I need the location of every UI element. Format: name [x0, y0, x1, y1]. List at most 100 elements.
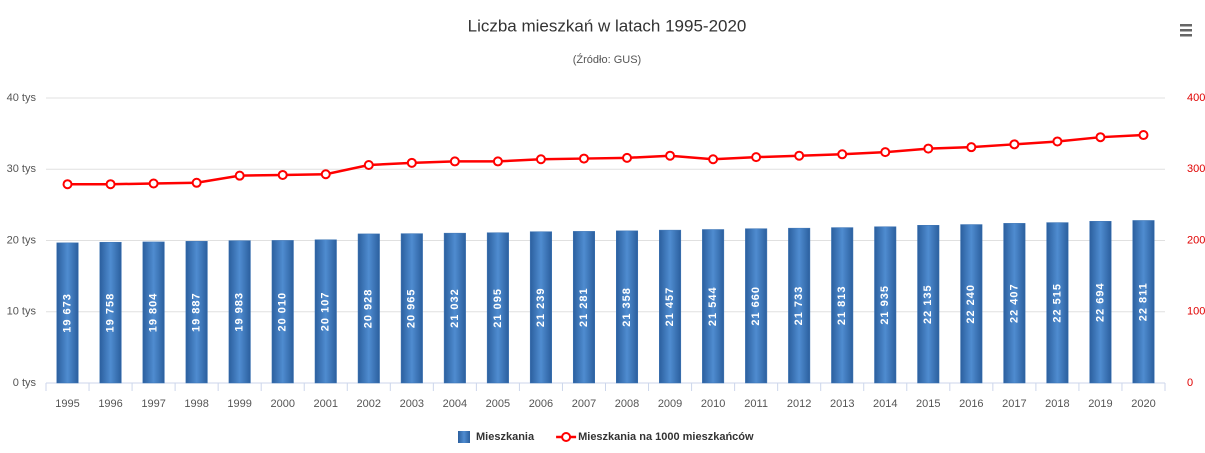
value-label: 20 107	[320, 292, 332, 332]
x-tick-label: 2015	[916, 398, 940, 410]
bar	[314, 239, 337, 384]
legend-marker	[561, 432, 572, 442]
point	[578, 153, 589, 164]
x-tick-label: 2009	[658, 398, 682, 410]
x-tick-label: 2004	[443, 398, 467, 410]
bar	[616, 230, 639, 384]
legend-label: Mieszkania	[476, 431, 535, 443]
y2-tick-label: 0	[1187, 377, 1193, 389]
value-label: 20 010	[277, 292, 289, 332]
value-label: 21 457	[664, 287, 676, 327]
x-tick-label: 1995	[55, 398, 79, 410]
value-label: 22 811	[1137, 282, 1149, 321]
bar	[1089, 221, 1112, 384]
x-tick-label: 2011	[744, 398, 768, 410]
bar	[659, 229, 682, 384]
point	[1095, 132, 1106, 143]
value-label: 20 965	[406, 288, 418, 328]
bar	[572, 231, 595, 384]
y-tick-label: 10 tys	[7, 306, 37, 318]
point	[622, 152, 633, 163]
value-label: 19 887	[191, 292, 203, 332]
value-label: 22 515	[1051, 283, 1063, 323]
point	[277, 169, 288, 180]
menu-button[interactable]	[1180, 24, 1192, 37]
point	[234, 170, 245, 181]
x-tick-label: 2018	[1045, 398, 1069, 410]
bar	[271, 240, 294, 384]
chart-subtitle: (Źródło: GUS)	[573, 53, 641, 66]
bar	[788, 227, 811, 384]
value-label: 21 095	[492, 288, 504, 328]
bar	[443, 232, 466, 384]
bar	[56, 242, 79, 384]
bar	[357, 233, 380, 384]
x-tick-label: 2000	[270, 398, 294, 410]
point	[62, 179, 73, 190]
bar	[185, 241, 208, 384]
point	[751, 152, 762, 163]
value-label: 19 983	[234, 292, 246, 332]
value-label: 21 935	[879, 285, 891, 325]
legend-label: Mieszkania na 1000 mieszkańców	[578, 431, 754, 443]
y2-tick-label: 400	[1187, 92, 1205, 104]
bar	[228, 240, 251, 384]
value-label: 22 135	[922, 284, 934, 324]
y-tick-label: 20 tys	[7, 234, 37, 246]
x-tick-label: 1999	[227, 398, 251, 410]
x-tick-label: 1997	[141, 398, 165, 410]
bar	[831, 227, 854, 384]
bar	[529, 231, 552, 384]
x-tick-label: 2008	[615, 398, 639, 410]
x-tick-label: 2013	[830, 398, 854, 410]
y-tick-label: 40 tys	[7, 92, 37, 104]
x-tick-label: 2003	[400, 398, 424, 410]
point	[1009, 139, 1020, 150]
x-tick-label: 1998	[184, 398, 208, 410]
value-label: 22 240	[965, 284, 977, 324]
value-label: 21 660	[750, 286, 762, 326]
value-label: 21 239	[535, 288, 547, 328]
bar	[486, 232, 509, 384]
bar	[745, 228, 768, 384]
value-label: 19 673	[61, 293, 73, 333]
y2-tick-label: 200	[1187, 234, 1205, 246]
point	[665, 150, 676, 161]
point	[794, 150, 805, 161]
value-label: 21 032	[449, 288, 461, 328]
y-tick-label: 0 tys	[13, 377, 37, 389]
point	[837, 149, 848, 160]
value-label: 21 813	[836, 285, 848, 325]
value-label: 22 407	[1008, 283, 1020, 323]
point	[148, 178, 159, 189]
value-label: 21 281	[578, 287, 590, 327]
point	[535, 154, 546, 165]
value-label: 21 544	[707, 286, 719, 326]
x-tick-label: 2016	[959, 398, 983, 410]
value-label: 21 733	[793, 286, 805, 326]
bar	[400, 233, 423, 384]
point	[1052, 136, 1063, 147]
point	[449, 156, 460, 167]
point	[191, 177, 202, 188]
value-label: 19 804	[148, 293, 160, 333]
point	[320, 169, 331, 180]
y-tick-label: 30 tys	[7, 163, 37, 175]
x-tick-label: 2010	[701, 398, 725, 410]
legend-item[interactable]: Mieszkania na 1000 mieszkańców	[556, 431, 754, 443]
bar	[960, 224, 983, 384]
x-tick-label: 2005	[486, 398, 510, 410]
bar	[142, 241, 165, 384]
bar	[917, 225, 940, 384]
point	[1138, 130, 1149, 141]
bar	[702, 229, 725, 384]
bar	[1046, 222, 1069, 384]
x-tick-label: 2002	[357, 398, 381, 410]
legend-swatch	[458, 431, 470, 443]
y2-tick-label: 300	[1187, 163, 1205, 175]
legend-item[interactable]: Mieszkania	[458, 431, 535, 443]
point	[406, 157, 417, 168]
x-tick-label: 2012	[787, 398, 811, 410]
bar	[1003, 223, 1026, 384]
